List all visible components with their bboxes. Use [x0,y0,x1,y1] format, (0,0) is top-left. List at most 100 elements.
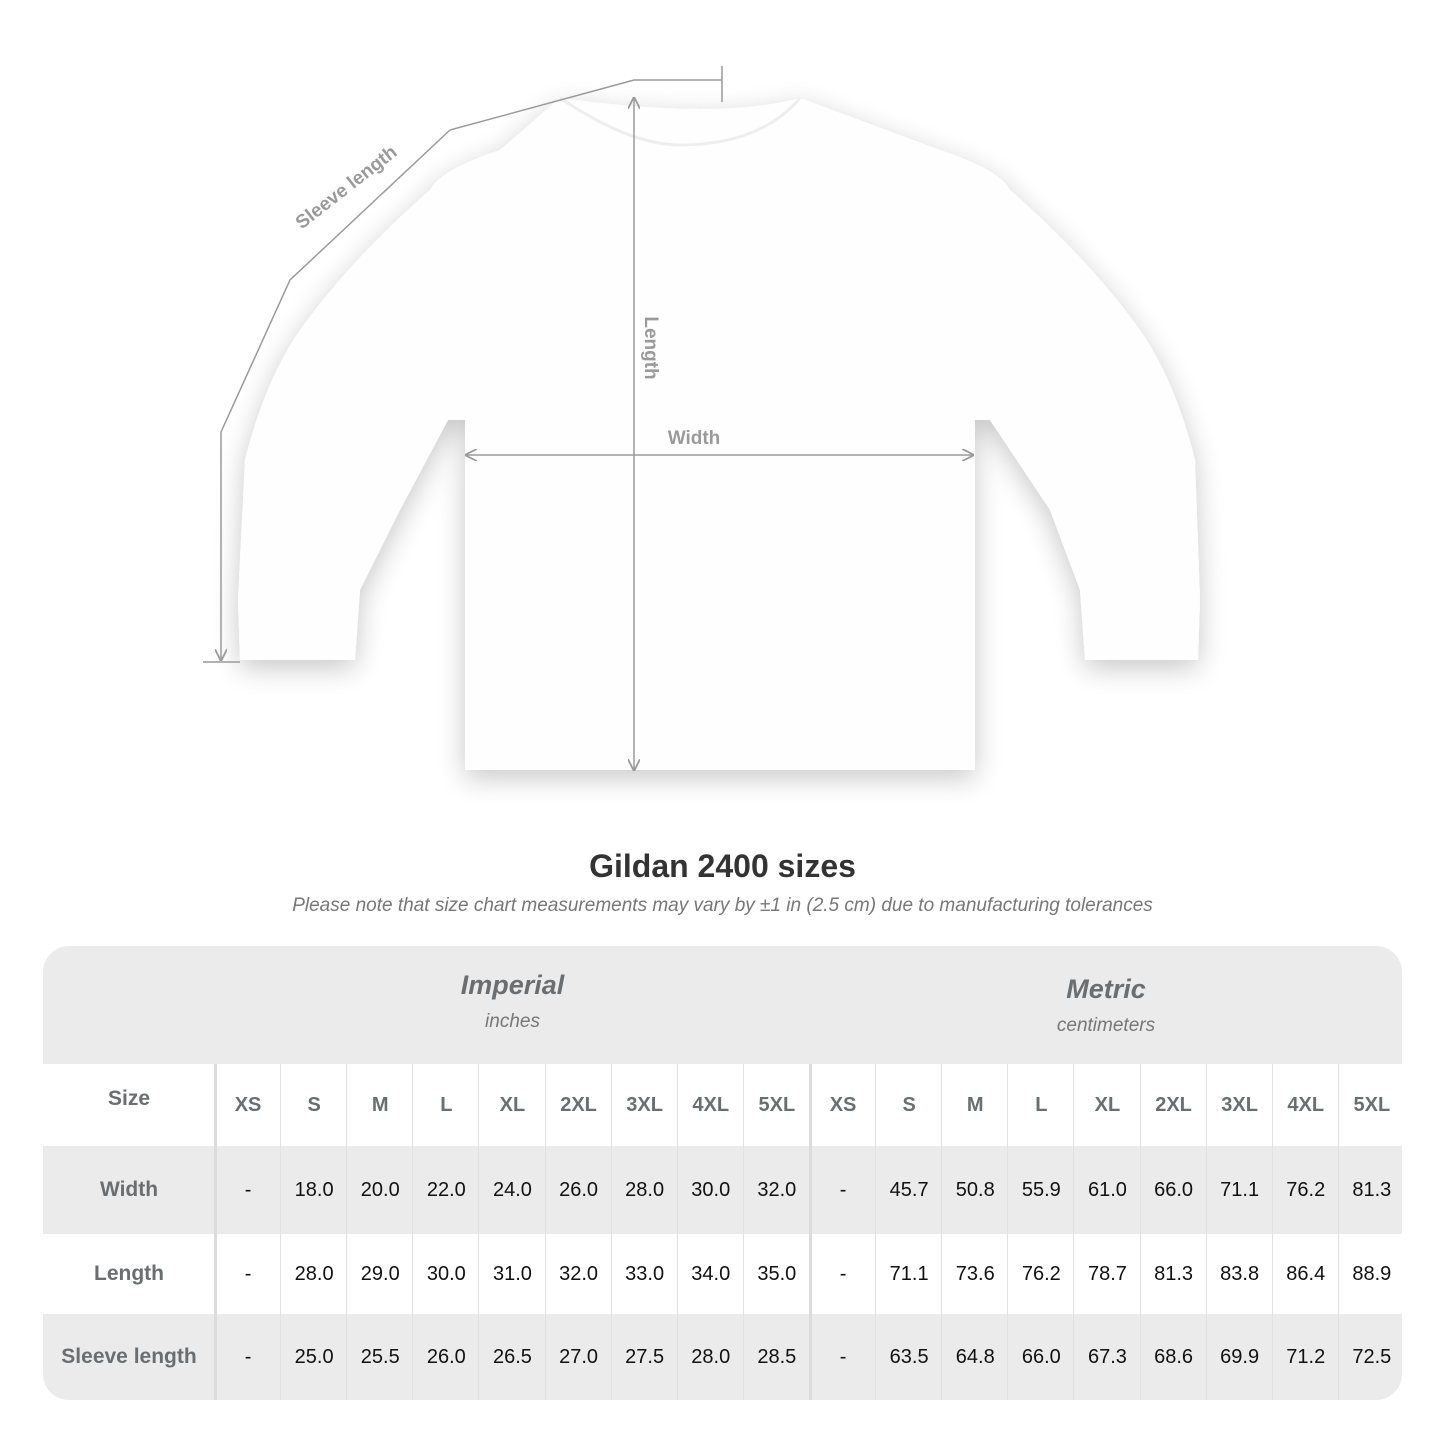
length-metric-XL: 78.7 [1087,1262,1127,1285]
metric-size-4XL: 4XL [1287,1093,1325,1116]
metric-size-L: L [1035,1093,1048,1116]
metric-size-XS: XS [829,1093,857,1116]
sleeve-length-imperial-S: 25.0 [294,1345,334,1368]
imperial-size-S: S [307,1093,321,1116]
length-imperial-3XL: 33.0 [625,1262,665,1285]
sleeve-length-row-label: Sleeve length [61,1345,197,1368]
sleeve-length-label: Sleeve length [292,142,401,234]
length-metric-M: 73.6 [955,1262,995,1285]
length-imperial-4XL: 34.0 [691,1262,731,1285]
imperial-size-L: L [440,1093,453,1116]
imperial-header: Imperial inches [215,946,810,1088]
width-imperial-XS: - [244,1178,252,1201]
width-metric-3XL: 71.1 [1220,1178,1260,1201]
metric-title: Metric [1066,974,1146,1004]
length-imperial-M: 29.0 [360,1262,400,1285]
sleeve-length-metric-3XL: 69.9 [1220,1345,1260,1368]
column-divider [676,1064,678,1400]
column-divider [478,1064,480,1400]
column-divider [610,1064,612,1400]
width-imperial-4XL: 30.0 [691,1178,731,1201]
sleeve-length-metric-M: 64.8 [955,1345,995,1368]
width-imperial-M: 20.0 [360,1178,400,1201]
length-metric-2XL: 81.3 [1154,1262,1194,1285]
tolerance-note: Please note that size chart measurements… [292,895,1153,916]
sleeve-length-imperial-L: 26.0 [426,1345,466,1368]
width-imperial-5XL: 32.0 [757,1178,797,1201]
length-imperial-XL: 31.0 [492,1262,532,1285]
length-metric-5XL: 88.9 [1352,1262,1392,1285]
sleeve-length-metric-S: 63.5 [889,1345,929,1368]
width-metric-2XL: 66.0 [1154,1178,1194,1201]
length-row-label: Length [94,1262,164,1285]
width-imperial-S: 18.0 [294,1178,334,1201]
width-row-label: Width [99,1178,159,1201]
width-imperial-3XL: 28.0 [625,1178,665,1201]
column-divider [346,1064,348,1400]
column-divider [1205,1064,1207,1400]
metric-size-XL: XL [1094,1093,1121,1116]
length-imperial-L: 30.0 [426,1262,466,1285]
sleeve-length-imperial-2XL: 27.0 [559,1345,599,1368]
length-label: Length [640,316,661,379]
sleeve-row-band [43,1314,1402,1400]
width-imperial-2XL: 26.0 [559,1178,599,1201]
width-row-band [43,1146,1402,1234]
length-imperial-5XL: 35.0 [757,1262,797,1285]
metric-size-2XL: 2XL [1155,1093,1192,1116]
size-table: Imperial inches Metric centimeters Size X… [43,946,1402,1400]
column-divider [1337,1064,1339,1400]
metric-size-5XL: 5XL [1353,1093,1391,1116]
metric-header: Metric centimeters [810,946,1402,1092]
column-divider [280,1064,282,1400]
imperial-size-XL: XL [499,1093,526,1116]
sleeve-length-metric-XS: - [839,1345,847,1368]
length-metric-3XL: 83.8 [1220,1262,1260,1285]
column-divider [941,1064,943,1400]
imperial-size-4XL: 4XL [692,1093,730,1116]
column-divider [1139,1064,1141,1400]
column-divider [1007,1064,1009,1400]
metric-size-S: S [902,1093,916,1116]
width-metric-5XL: 81.3 [1352,1178,1392,1201]
width-metric-L: 55.9 [1021,1178,1061,1201]
column-divider [1073,1064,1075,1400]
sleeve-length-imperial-4XL: 28.0 [691,1345,731,1368]
sleeve-length-imperial-M: 25.5 [360,1345,400,1368]
length-imperial-S: 28.0 [294,1262,334,1285]
width-label: Width [668,428,721,449]
column-divider [875,1064,877,1400]
imperial-size-XS: XS [234,1093,262,1116]
sleeve-length-imperial-XL: 26.5 [492,1345,532,1368]
column-divider [1271,1064,1273,1400]
metric-unit: centimeters [1056,1015,1156,1036]
sleeve-length-imperial-XS: - [244,1345,252,1368]
size-header: Size [107,1087,151,1110]
width-metric-S: 45.7 [889,1178,929,1201]
shirt-illustration: Sleeve length Length Width [203,66,1200,820]
sleeve-length-metric-2XL: 68.6 [1154,1345,1194,1368]
sleeve-length-metric-XL: 67.3 [1087,1345,1127,1368]
sleeve-length-metric-4XL: 71.2 [1286,1345,1326,1368]
imperial-size-M: M [371,1093,389,1116]
imperial-size-2XL: 2XL [560,1093,597,1116]
length-imperial-XS: - [244,1262,252,1285]
sleeve-length-line [221,79,722,660]
page-title: Gildan 2400 sizes [589,848,856,884]
length-imperial-2XL: 32.0 [559,1262,599,1285]
column-divider [742,1064,744,1400]
metric-size-3XL: 3XL [1221,1093,1258,1116]
imperial-size-5XL: 5XL [758,1093,796,1116]
column-divider [214,1064,217,1400]
column-divider [808,1064,812,1400]
length-metric-L: 76.2 [1021,1262,1061,1285]
table-header-band [43,946,1402,1064]
length-metric-4XL: 86.4 [1286,1262,1326,1285]
metric-size-M: M [966,1093,984,1116]
imperial-title: Imperial [460,970,565,1000]
width-metric-4XL: 76.2 [1286,1178,1326,1201]
imperial-size-3XL: 3XL [626,1093,663,1116]
width-imperial-L: 22.0 [426,1178,466,1201]
shirt-shape [238,98,1200,770]
column-divider [544,1064,546,1400]
